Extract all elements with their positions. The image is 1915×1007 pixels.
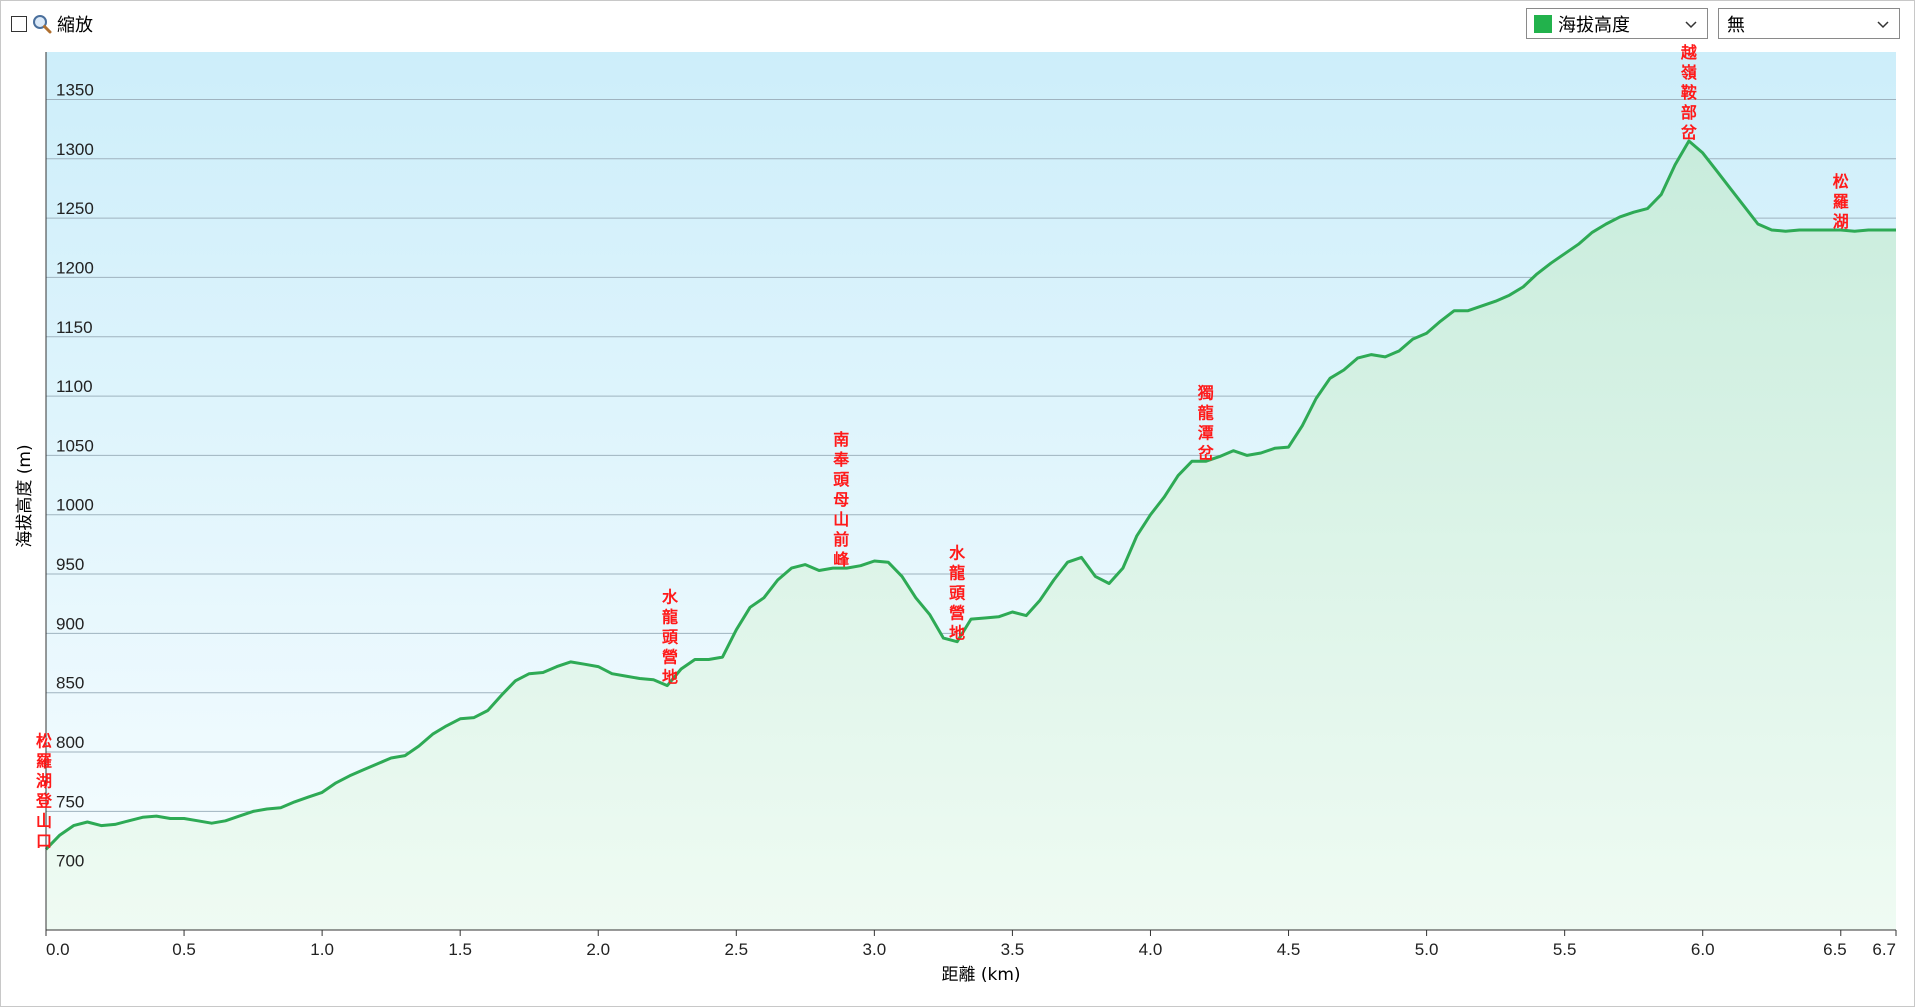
y-tick-label: 850	[56, 674, 84, 693]
x-tick-label: 2.5	[724, 940, 748, 959]
waypoint-label: 松羅湖	[1833, 172, 1849, 231]
y-tick-label: 1000	[56, 496, 94, 515]
series-select[interactable]: 海拔高度	[1526, 8, 1708, 39]
zoom-checkbox[interactable]	[11, 16, 27, 32]
series-select-value: 海拔高度	[1558, 14, 1630, 36]
elevation-area	[46, 141, 1896, 930]
y-tick-label: 750	[56, 792, 84, 811]
x-tick-label: 6.5	[1823, 940, 1847, 959]
x-tick-label: 5.5	[1553, 940, 1577, 959]
x-axis-title: 距離 (km)	[941, 965, 1020, 985]
x-tick-label: 3.5	[1001, 940, 1025, 959]
axes	[45, 52, 1896, 931]
waypoint-label: 越嶺鞍部岔	[1680, 43, 1698, 142]
x-tick-label: 1.5	[448, 940, 472, 959]
overlay-select-value: 無	[1727, 14, 1745, 36]
x-tick-label: 4.0	[1139, 940, 1163, 959]
y-axis-title: 海拔高度 (m)	[15, 444, 35, 547]
y-tick-label: 950	[56, 555, 84, 574]
x-tick-label: 6.7	[1872, 940, 1896, 959]
y-tick-label: 1200	[56, 258, 94, 277]
x-tick-label: 1.0	[310, 940, 334, 959]
waypoint-label: 水龍頭營地	[662, 588, 679, 687]
zoom-control[interactable]: 縮放	[11, 11, 93, 37]
x-axis-ticks: 0.0 0.5 1.0 1.5 2.0 2.5 3.0 3.5 4.0 4.5 5.0 5.5 6.0 6…	[45, 930, 1897, 959]
waypoint-label: 水龍頭營地	[949, 544, 966, 643]
y-tick-label: 900	[56, 614, 84, 633]
waypoint-label: 獨龍潭岔	[1197, 383, 1215, 462]
y-tick-label: 1300	[56, 140, 94, 159]
y-tick-label: 1100	[56, 377, 93, 396]
waypoint-label: 南奉頭母山前峰	[832, 430, 850, 569]
y-tick-label: 1250	[56, 199, 94, 218]
zoom-label: 縮放	[57, 15, 93, 36]
x-tick-label: 5.0	[1415, 940, 1439, 959]
x-tick-label: 0.0	[46, 940, 70, 959]
elevation-line	[44, 139, 1896, 851]
y-tick-label: 1050	[56, 436, 94, 455]
x-tick-label: 4.5	[1277, 940, 1301, 959]
magnifier-icon	[33, 15, 52, 34]
y-tick-label: 1350	[56, 80, 94, 99]
y-tick-label: 700	[56, 852, 84, 871]
x-tick-label: 2.0	[586, 940, 610, 959]
y-tick-label: 1150	[56, 318, 93, 337]
x-tick-label: 3.0	[863, 940, 887, 959]
waypoint-labels: 松羅湖登山口 水龍頭營地 南奉頭母山前峰水龍頭營地 獨龍潭岔 越嶺鞍部岔松羅湖	[35, 43, 1849, 850]
x-tick-label: 6.0	[1691, 940, 1715, 959]
overlay-select[interactable]: 無	[1718, 8, 1900, 39]
chevron-down-icon	[1685, 21, 1697, 29]
y-axis-ticks: 700 750 800 850 900 950 1000 1050 1100 1150 1200 12…	[56, 80, 94, 870]
series-color-swatch	[1534, 14, 1552, 33]
waypoint-label: 松羅湖登山口	[35, 731, 53, 850]
x-tick-label: 0.5	[172, 940, 196, 959]
y-tick-label: 800	[56, 733, 84, 752]
chevron-down-icon	[1877, 21, 1889, 29]
